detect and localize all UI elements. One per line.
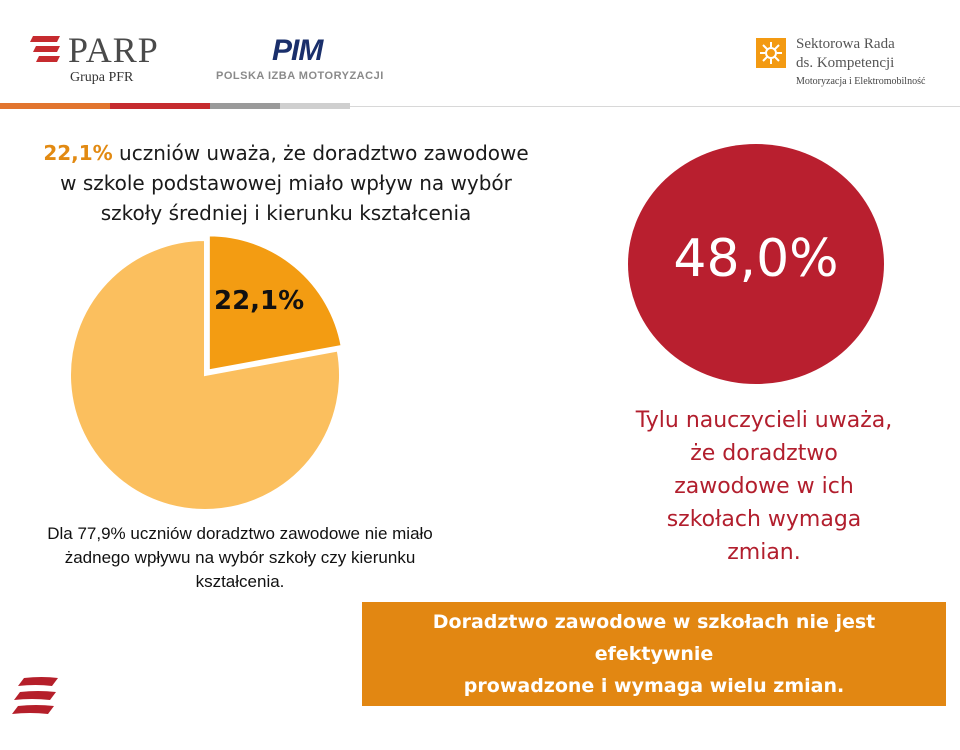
header-rule-light-grey — [280, 103, 350, 109]
pie-slice-0 — [207, 234, 343, 372]
pie-slice-1 — [69, 238, 341, 511]
banner-line2: prowadzone i wymaga wielu zmian. — [463, 675, 845, 697]
parp-subtitle: Grupa PFR — [70, 70, 134, 85]
stat-circle: 48,0% — [628, 144, 884, 384]
pim-logo: PIM POLSKA IZBA MOTORYZACJI — [216, 34, 386, 94]
parp-footer-mark-icon — [12, 677, 58, 714]
headline-line2: w szkole podstawowej miało wpływ na wybó… — [60, 171, 512, 195]
sector-council-line3: Motoryzacja i Elektromobilność — [796, 76, 926, 87]
header-rule-red — [110, 103, 210, 109]
headline: 22,1% uczniów uważa, że doradztwo zawodo… — [26, 138, 546, 228]
parp-name: PARP — [68, 30, 159, 70]
sector-council-line1: Sektorowa Rada — [796, 36, 895, 52]
header-rule-grey — [210, 103, 280, 109]
headline-highlight: 22,1% — [43, 141, 113, 165]
stat-caption: Tylu nauczycieli uważa, że doradztwo zaw… — [604, 404, 924, 569]
conclusion-banner: Doradztwo zawodowe w szkołach nie jest e… — [362, 602, 946, 706]
stat-caption-line1: Tylu nauczycieli uważa, — [635, 408, 893, 433]
header-divider — [350, 106, 960, 107]
stat-caption-line4: szkołach wymaga — [666, 507, 862, 532]
banner-text: Doradztwo zawodowe w szkołach nie jest e… — [374, 606, 934, 702]
headline-line1: uczniów uważa, że doradztwo zawodowe — [112, 141, 529, 165]
pie-chart — [69, 234, 343, 511]
sector-council-line2: ds. Kompetencji — [796, 55, 895, 71]
stat-caption-line3: zawodowe w ich — [674, 474, 854, 499]
stat-value: 48,0% — [673, 229, 839, 289]
header-rule-orange — [0, 103, 110, 109]
stat-caption-line2: że doradztwo — [690, 441, 838, 466]
stat-caption-line5: zmian. — [727, 540, 801, 565]
pie-note: Dla 77,9% uczniów doradztwo zawodowe nie… — [47, 524, 433, 591]
pim-subtitle: POLSKA IZBA MOTORYZACJI — [216, 70, 384, 82]
sector-council-logo: Sektorowa Rada ds. Kompetencji Motoryzac… — [756, 36, 956, 92]
banner-line1: Doradztwo zawodowe w szkołach nie jest e… — [432, 611, 876, 665]
parp-logo: PARP Grupa PFR — [30, 30, 180, 90]
pim-name: PIM — [272, 34, 323, 67]
headline-line3: szkoły średniej i kierunku kształcenia — [100, 201, 472, 225]
parp-mark-icon — [30, 36, 60, 62]
pie-slice-label-22: 22,1% — [214, 286, 305, 316]
sector-council-icon — [756, 38, 786, 68]
